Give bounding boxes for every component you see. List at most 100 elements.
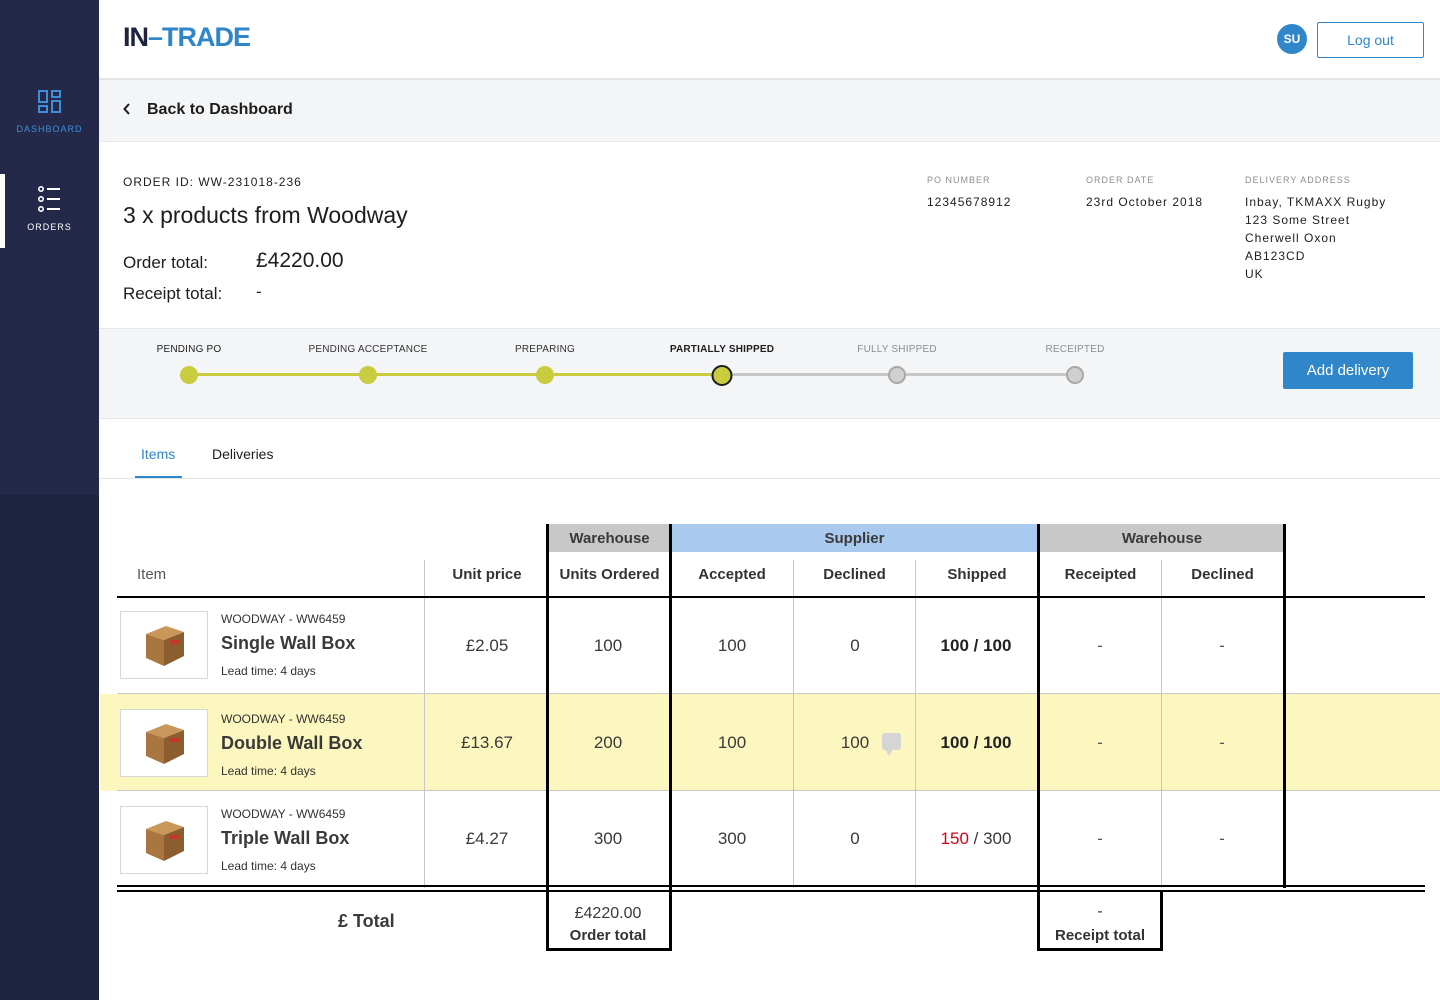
product-name[interactable]: Triple Wall Box [221, 828, 350, 848]
step-dot-pending-po [180, 366, 198, 384]
grid-line [1161, 560, 1162, 888]
order-total-footer-label: Order total [569, 927, 647, 944]
comment-icon[interactable] [882, 733, 901, 756]
order-total-value: £4220.00 [256, 249, 344, 272]
sidebar: DASHBOARD ORDERS [0, 0, 99, 1000]
address-line: Cherwell Oxon [1245, 231, 1337, 245]
page-title: 3 x products from Woodway [123, 202, 408, 228]
product-thumbnail[interactable] [120, 709, 208, 777]
shipped-total: 300 [983, 829, 1012, 848]
receipted: - [1097, 733, 1103, 752]
sidebar-top-panel [0, 0, 99, 495]
logo-text-in: IN [123, 22, 149, 52]
grid-line [915, 560, 916, 888]
step-label-fully-shipped: FULLY SHIPPED [857, 344, 937, 355]
step-label-pending-po: PENDING PO [156, 344, 222, 355]
step-dot-receipted [1066, 366, 1084, 384]
tab-deliveries[interactable]: Deliveries [212, 446, 274, 462]
logout-button[interactable]: Log out [1317, 22, 1424, 58]
shipped-separator: / [968, 733, 984, 752]
grand-total-label: £ Total [338, 911, 395, 931]
list-icon [37, 186, 60, 212]
address-line: 123 Some Street [1245, 213, 1351, 227]
receipt-total-value: - [256, 282, 262, 301]
product-sku: WOODWAY - WW6459 [221, 807, 346, 821]
logo[interactable]: IN–TRADE [123, 22, 251, 53]
active-indicator [0, 174, 5, 248]
order-id: ORDER ID: WW-231018-236 [123, 175, 302, 189]
column-header-unit-price: Unit price [452, 566, 522, 583]
shipped-count: 100 [940, 636, 969, 655]
sidebar-item-label: DASHBOARD [16, 124, 83, 134]
address-line: Inbay, TKMAXX Rugby [1245, 195, 1387, 209]
column-border [1283, 524, 1286, 888]
product-name[interactable]: Double Wall Box [221, 733, 363, 753]
grid-line [424, 560, 425, 888]
declined: 0 [850, 636, 860, 655]
order-date-value: 23rd October 2018 [1086, 195, 1204, 209]
shipped-separator: / [968, 636, 984, 655]
receipt-total-label: Receipt total: [123, 284, 223, 303]
step-dot-pending-acceptance [359, 366, 377, 384]
column-header-accepted: Accepted [698, 566, 766, 583]
tab-items[interactable]: Items [141, 446, 176, 462]
unit-price: £13.67 [461, 733, 513, 752]
column-border [1160, 890, 1163, 951]
address-line: AB123CD [1245, 249, 1306, 263]
units-ordered: 200 [593, 733, 623, 752]
table-row-highlight [100, 694, 1440, 791]
product-thumbnail[interactable] [120, 611, 208, 679]
unit-price: £2.05 [465, 636, 509, 655]
column-header-shipped: Shipped [947, 566, 1007, 583]
footer-box-bottom [1037, 948, 1163, 951]
delivery-address-label: DELIVERY ADDRESS [1245, 175, 1351, 185]
column-header-declined: Declined [823, 566, 886, 583]
step-dot-preparing [536, 366, 554, 384]
order-date-label: ORDER DATE [1086, 175, 1155, 185]
delivery-address: Inbay, TKMAXX Rugby 123 Some Street Cher… [1245, 193, 1386, 283]
shipped-total: 100 [983, 636, 1012, 655]
product-sku: WOODWAY - WW6459 [221, 712, 346, 726]
column-header-receipted: Receipted [1064, 566, 1137, 583]
tabs: Items Deliveries [99, 419, 1440, 479]
step-dot-partially-shipped [711, 365, 733, 386]
declined-warehouse: - [1219, 636, 1225, 655]
sidebar-item-dashboard[interactable]: DASHBOARD [0, 90, 99, 134]
shipped: 100 / 100 [941, 636, 1012, 656]
product-name[interactable]: Single Wall Box [221, 633, 356, 653]
lead-time: Lead time: 4 days [221, 859, 316, 873]
declined: 100 [840, 733, 870, 752]
back-to-dashboard-link[interactable]: Back to Dashboard [147, 101, 293, 118]
progress-track-done [189, 373, 722, 376]
accepted: 100 [717, 733, 747, 752]
step-label-preparing: PREPARING [515, 344, 575, 355]
grid-line [117, 790, 1440, 791]
grid-line [793, 560, 794, 888]
back-bar: Back to Dashboard [99, 80, 1440, 142]
product-thumbnail[interactable] [120, 806, 208, 874]
box-product-image [146, 724, 184, 764]
column-header-units-ordered: Units Ordered [559, 566, 660, 583]
po-number-value: 12345678912 [927, 195, 1012, 209]
lead-time: Lead time: 4 days [221, 764, 316, 778]
shipped: 100 / 100 [941, 733, 1012, 753]
sidebar-item-orders[interactable]: ORDERS [0, 174, 99, 248]
order-total-footer-value: £4220.00 [574, 905, 642, 922]
avatar[interactable]: SU [1277, 24, 1307, 54]
declined-warehouse: - [1219, 829, 1225, 848]
add-delivery-button[interactable]: Add delivery [1283, 352, 1413, 389]
total-rule [117, 890, 1425, 892]
accepted: 300 [717, 829, 747, 848]
declined-warehouse: - [1219, 733, 1225, 752]
lead-time: Lead time: 4 days [221, 664, 316, 678]
unit-price: £4.27 [465, 829, 509, 848]
order-total-label: Order total: [123, 253, 209, 272]
active-tab-underline [135, 476, 182, 478]
accepted: 100 [717, 636, 747, 655]
shipped: 150 / 300 [941, 829, 1012, 849]
declined: 0 [850, 829, 860, 848]
chevron-left-icon[interactable] [123, 102, 131, 118]
total-rule [117, 885, 1425, 887]
order-progress: PENDING PO PENDING ACCEPTANCE PREPARING … [99, 328, 1440, 419]
column-header-item: Item [137, 566, 167, 583]
